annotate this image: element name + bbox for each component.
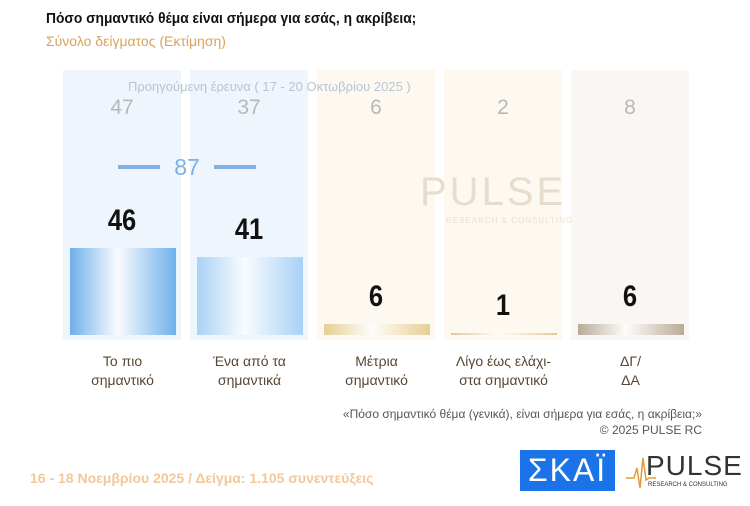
column-background (444, 70, 562, 340)
bar-value-label: 46 (107, 203, 137, 237)
category-label-line: ΔΓ/ (620, 353, 641, 369)
category-label-line: σημαντικό (345, 372, 408, 388)
category-label: Το πιο σημαντικό (59, 352, 186, 390)
category-label-line: Το πιο (102, 353, 143, 369)
category-label-line: στα σημαντικό (459, 372, 548, 388)
bar (451, 333, 557, 335)
question-text: «Πόσο σημαντικό θέμα (γενικά), είναι σήμ… (342, 407, 702, 421)
sum-value: 87 (174, 154, 200, 180)
category-label-line: σημαντικά (217, 372, 282, 388)
date-sample: 16 - 18 Νοεμβρίου 2025 / Δείγμα: 1.105 σ… (30, 470, 374, 486)
column-background (571, 70, 689, 340)
pulse-logo-tagline: RESEARCH & CONSULTING (648, 482, 728, 488)
category-label: ΔΓ/ΔΑ (567, 352, 694, 390)
category-label: Μέτρια σημαντικό (313, 352, 440, 390)
pulse-logo: PULSE RESEARCH & CONSULTING (626, 450, 742, 492)
question-note: «Πόσο σημαντικό θέμα (γενικά), είναι σήμ… (343, 406, 702, 438)
bar (324, 323, 430, 335)
previous-value: 6 (370, 96, 382, 119)
category-label-line: Λίγο έως ελάχι- (455, 353, 552, 369)
category-label: Ένα από τα σημαντικά (186, 352, 313, 390)
bar-value-label: 41 (234, 213, 264, 247)
sum-line-right (214, 165, 256, 169)
bar (197, 257, 303, 335)
previous-survey-label: Προηγούμενη έρευνα ( 17 - 20 Οκτωβρίου 2… (128, 79, 411, 94)
previous-value: 2 (497, 96, 509, 119)
pulse-wave-icon (626, 457, 656, 489)
category-label: Λίγο έως ελάχι-στα σημαντικό (440, 352, 567, 390)
bar (70, 247, 176, 335)
chart-subtitle: Σύνολο δείγματος (Εκτίμηση) (46, 33, 226, 49)
previous-value: 37 (237, 96, 261, 119)
bar-value-label: 6 (368, 279, 384, 313)
chart-title: Πόσο σημαντικό θέμα είναι σήμερα για εσά… (46, 10, 417, 27)
category-label-line: Ένα από τα (213, 353, 286, 369)
watermark-tagline: RESEARCH & CONSULTING (446, 216, 574, 225)
bar-value-label: 6 (622, 279, 638, 313)
category-label-line: σημαντικό (91, 372, 154, 388)
sum-indicator: 87 (118, 154, 256, 180)
column-background (317, 70, 435, 340)
copyright: © 2025 PULSE RC (599, 423, 702, 437)
category-label-line: Μέτρια (355, 353, 398, 369)
skai-logo: ΣΚΑΪ (520, 450, 615, 491)
previous-value: 47 (110, 96, 134, 119)
watermark-brand: PULSE (420, 170, 567, 214)
bar-value-label: 1 (495, 289, 511, 323)
pulse-logo-text: PULSE (646, 450, 743, 481)
bar (578, 323, 684, 335)
category-label-line: ΔΑ (621, 372, 640, 388)
sum-line-left (118, 165, 160, 169)
previous-value: 8 (624, 96, 636, 119)
